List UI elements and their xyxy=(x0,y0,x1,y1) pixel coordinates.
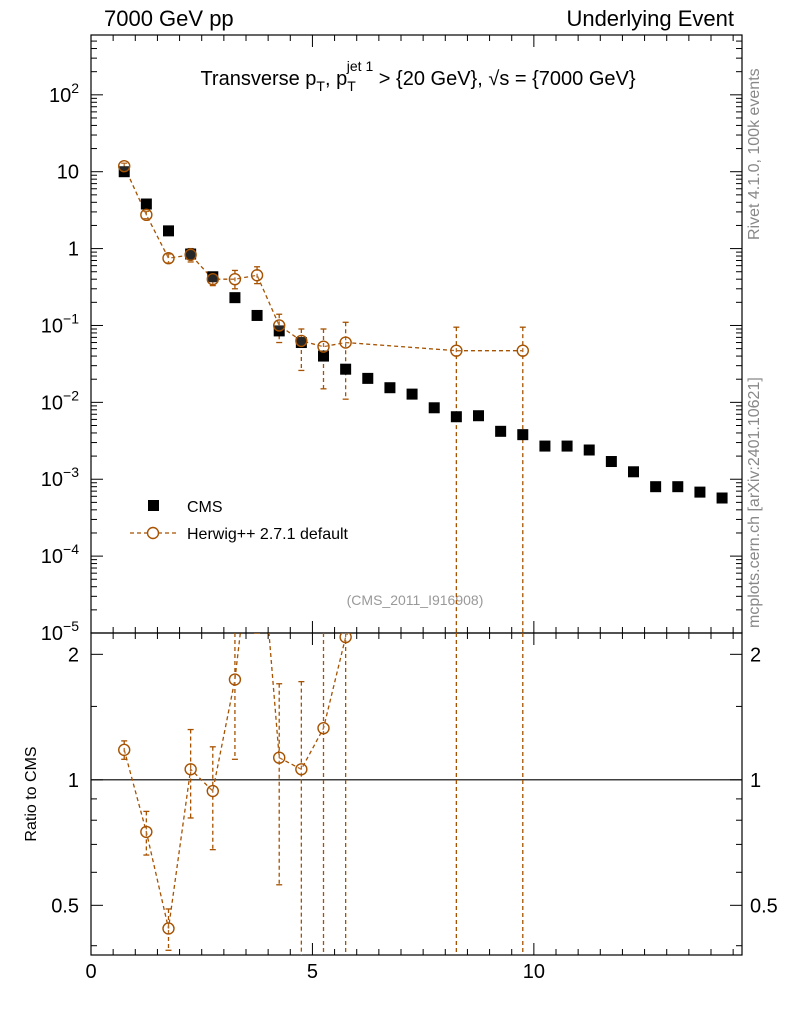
legend: CMS Herwig++ 2.7.1 default xyxy=(130,499,349,543)
title-main: Transverse p xyxy=(200,68,316,90)
cms-point xyxy=(495,425,507,437)
cms-point xyxy=(450,411,462,423)
cms-point xyxy=(185,248,197,260)
herwig-point xyxy=(206,272,219,286)
cms-point xyxy=(340,363,352,375)
ratio-tick-label-right: 2 xyxy=(750,644,761,666)
title-sup-jet: jet 1 xyxy=(346,58,374,74)
cms-point xyxy=(650,481,662,493)
cms-point xyxy=(295,337,307,349)
herwig-point xyxy=(339,336,352,349)
ratio-tick-label: 1 xyxy=(68,770,79,792)
y-tick-label: 10−4 xyxy=(41,541,79,568)
plot-title: Transverse pT, pTjet 1 > {20 GeV}, √s = … xyxy=(200,58,635,94)
ratio-ylabel: Ratio to CMS xyxy=(23,746,40,841)
y-tick-label: 102 xyxy=(49,80,79,107)
cms-point xyxy=(605,456,617,468)
legend-herwig-label: Herwig++ 2.7.1 default xyxy=(187,526,349,543)
ratio-point xyxy=(118,743,131,757)
x-tick-label: 5 xyxy=(307,961,318,983)
herwig-point xyxy=(228,272,242,286)
herwig-point xyxy=(295,334,308,348)
herwig-point xyxy=(250,269,264,282)
y-tick-label: 10−5 xyxy=(41,618,79,645)
ratio-tick-label: 0.5 xyxy=(51,895,79,917)
ratio-point xyxy=(206,784,219,798)
main-panel-frame xyxy=(90,34,743,634)
herwig-point xyxy=(162,251,175,265)
cms-point xyxy=(672,481,684,493)
x-tick-label: 10 xyxy=(523,961,545,983)
legend-cms-marker xyxy=(148,500,159,511)
title-sub-t2: T xyxy=(347,78,356,94)
title-energy: = {7000 GeV} xyxy=(509,68,636,90)
title-sqrt: √s xyxy=(488,68,509,90)
herwig-point xyxy=(184,248,197,262)
cms-point xyxy=(140,198,152,210)
title-cond: > {20 GeV}, xyxy=(373,68,488,90)
ratio-point xyxy=(273,751,286,764)
cms-point xyxy=(406,388,418,400)
legend-cms-label: CMS xyxy=(187,499,223,516)
analysis-id: (CMS_2011_I916908) xyxy=(347,592,484,608)
herwig-point xyxy=(450,344,463,357)
cms-point xyxy=(362,372,374,384)
title-sub-t: T xyxy=(316,78,325,94)
cms-point xyxy=(716,492,728,504)
herwig-line xyxy=(123,165,523,352)
ratio-line xyxy=(123,633,349,929)
cms-point xyxy=(539,440,551,452)
mcplots-source-label: mcplots.cern.ch [arXiv:2401.10621] xyxy=(746,377,763,628)
ratio-point xyxy=(317,721,330,735)
header-right: Underlying Event xyxy=(566,6,734,31)
cms-point xyxy=(517,429,529,441)
herwig-point xyxy=(516,344,529,357)
ratio-point xyxy=(184,763,197,776)
cms-point xyxy=(628,466,639,478)
axes: 0 5 10 102 10 1 10−1 10−2 10−3 10−4 10−5 0.5 0.5 1 1 2 2 xyxy=(41,34,778,983)
y-tick-label: 10−3 xyxy=(41,464,79,491)
cms-point xyxy=(583,444,595,456)
ratio-tick-label: 2 xyxy=(68,644,79,666)
main-data-layer xyxy=(118,159,728,633)
ratio-panel-frame xyxy=(90,632,743,956)
title-comma: , p xyxy=(325,68,347,90)
cms-point xyxy=(694,486,706,498)
rivet-version-label: Rivet 4.1.0, 100k events xyxy=(746,68,763,240)
y-tick-label: 10−2 xyxy=(41,387,79,414)
cms-point xyxy=(473,410,484,422)
ratio-point xyxy=(162,922,175,935)
cms-point xyxy=(561,440,573,452)
y-tick-label: 10−1 xyxy=(41,310,79,337)
legend-herwig-marker xyxy=(146,526,160,540)
herwig-point xyxy=(273,319,286,332)
y-tick-label: 10 xyxy=(57,162,79,184)
ratio-data-layer xyxy=(118,633,524,955)
herwig-point xyxy=(140,208,153,222)
ratio-point xyxy=(295,763,308,776)
ratio-point xyxy=(228,673,242,686)
header-left: 7000 GeV pp xyxy=(104,6,234,31)
cms-point xyxy=(251,309,263,321)
herwig-point xyxy=(317,340,330,353)
cms-point xyxy=(163,225,174,237)
ratio-tick-label-right: 1 xyxy=(750,770,761,792)
ratio-point xyxy=(339,633,352,644)
ratio-point xyxy=(140,825,153,839)
cms-point xyxy=(207,271,219,283)
cms-point xyxy=(384,382,396,394)
ratio-tick-label-right: 0.5 xyxy=(750,895,778,917)
herwig-point xyxy=(118,159,131,173)
cms-point xyxy=(229,292,241,304)
ratio-inner xyxy=(118,633,524,955)
cms-point xyxy=(428,402,440,414)
y-tick-label: 1 xyxy=(68,239,79,261)
x-tick-label: 0 xyxy=(85,961,96,983)
cms-point xyxy=(318,350,329,362)
